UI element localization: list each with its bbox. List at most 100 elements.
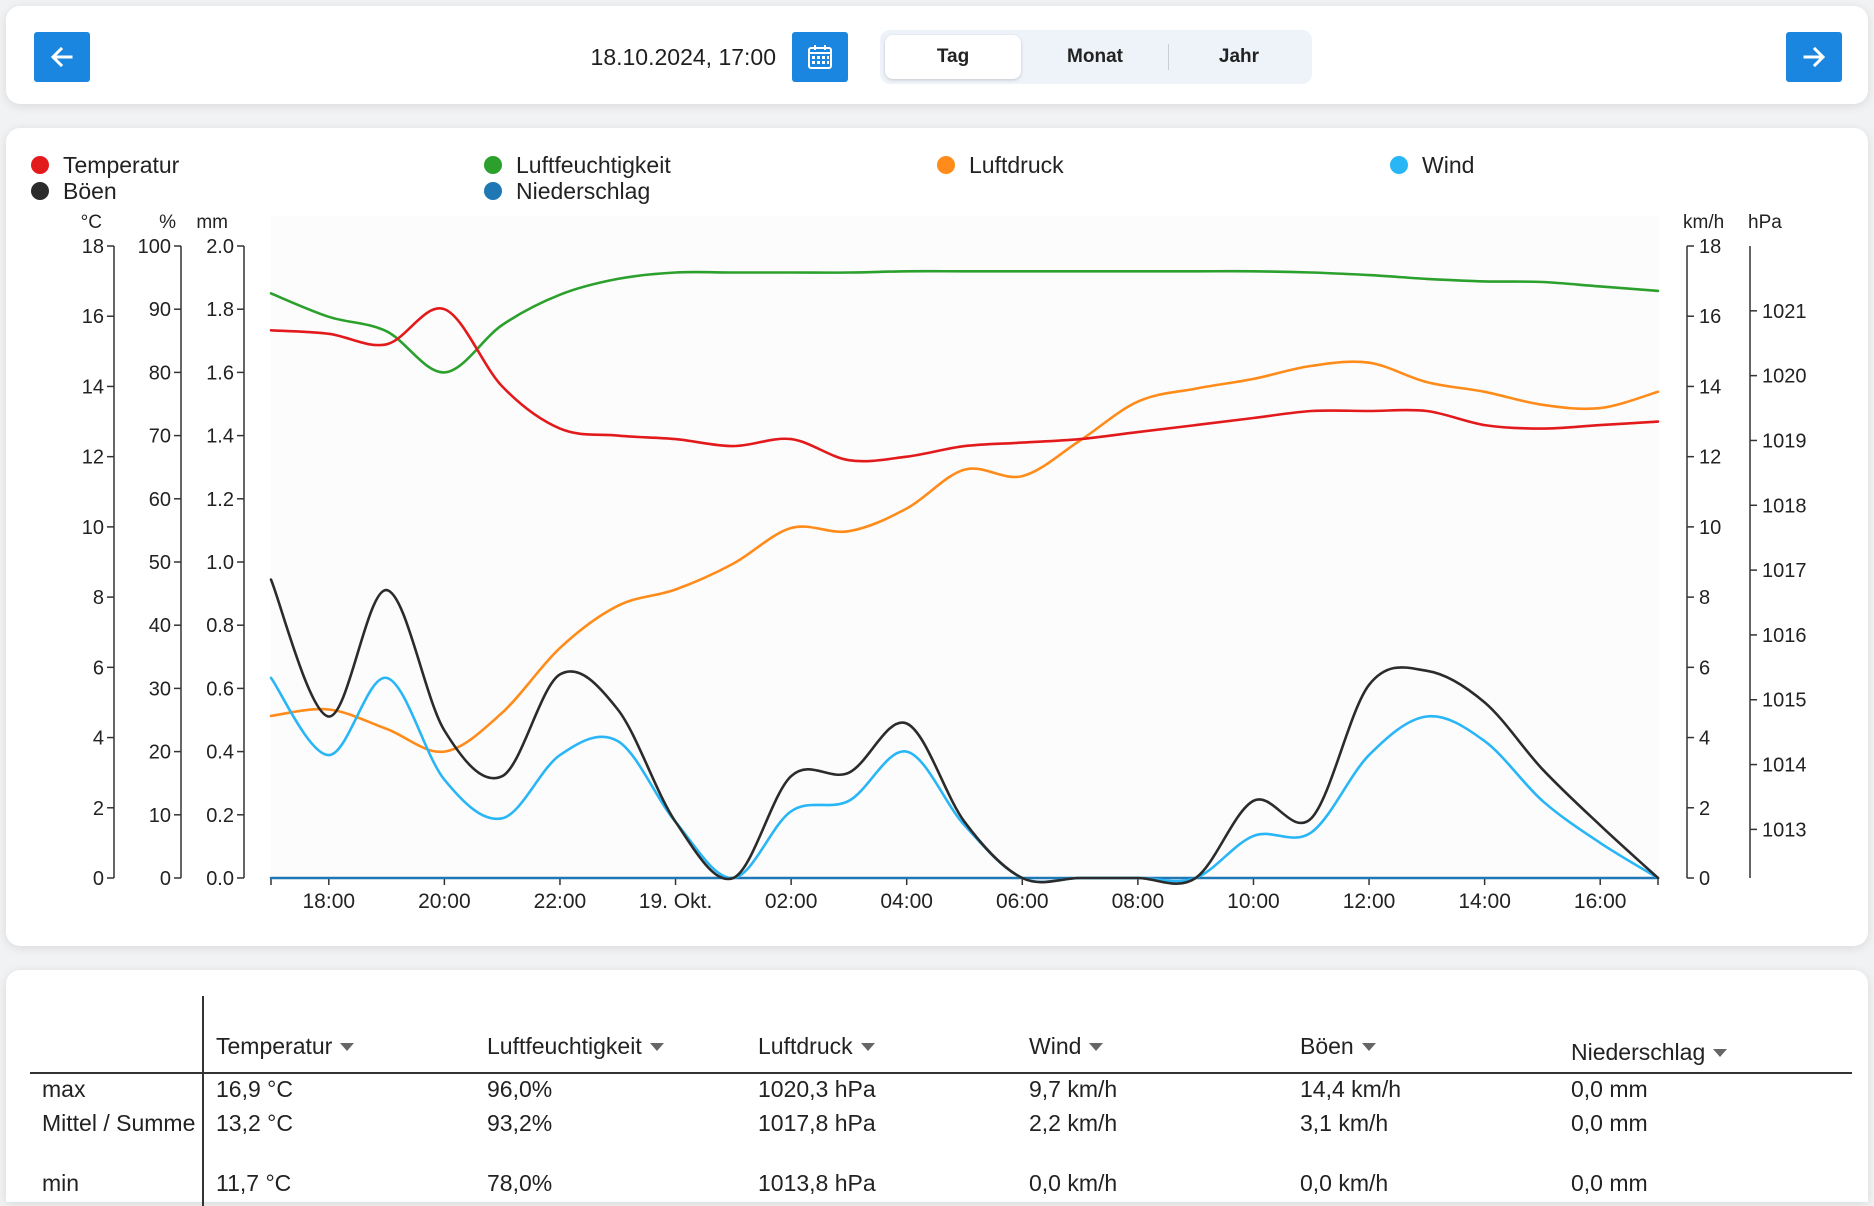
legend-marker (1390, 156, 1408, 174)
legend-label: Temperatur (63, 152, 180, 178)
y-tick-label: 6 (93, 657, 104, 679)
y-tick-label: 1017 (1762, 560, 1807, 582)
legend-item-luftfeuchtigkeit[interactable]: Luftfeuchtigkeit (484, 152, 671, 179)
table-row-min: min 11,7 °C 78,0% 1013,8 hPa 0,0 km/h 0,… (30, 1170, 1852, 1206)
table-cell: 0,0 mm (1571, 1110, 1648, 1136)
tab-monat[interactable]: Monat (1067, 46, 1123, 67)
row-label: Mittel / Summe (30, 1110, 204, 1170)
arrow-right-icon (1803, 46, 1826, 68)
y-tick-label: 18 (82, 236, 104, 258)
y-tick-label: 12 (1699, 447, 1721, 469)
x-tick-label: 10:00 (1227, 890, 1280, 913)
calendar-icon (808, 45, 832, 69)
calendar-button[interactable] (792, 32, 848, 82)
y-tick-label: 1018 (1762, 495, 1807, 517)
range-selector: Tag Monat Jahr (880, 30, 1312, 84)
legend-label: Niederschlag (516, 178, 651, 204)
y-tick-label: 60 (149, 489, 171, 511)
y-tick-label: 0.8 (206, 615, 234, 637)
table-cell: 1020,3 hPa (758, 1076, 876, 1102)
column-header-wind[interactable]: Wind (1017, 996, 1288, 1074)
legend-item-luftdruck[interactable]: Luftdruck (937, 152, 1064, 179)
table-row-max: max 16,9 °C 96,0% 1020,3 hPa 9,7 km/h 14… (30, 1073, 1852, 1110)
y-tick-label: 90 (149, 299, 171, 321)
x-tick-label: 14:00 (1458, 890, 1511, 913)
legend-item-wind[interactable]: Wind (1390, 152, 1474, 179)
x-tick-label: 16:00 (1574, 890, 1627, 913)
y-tick-label: 0 (160, 868, 171, 890)
selected-datetime: 18.10.2024, 17:00 (590, 44, 776, 70)
x-tick-label: 04:00 (880, 890, 933, 913)
axis-unit-pressure: hPa (1748, 212, 1782, 233)
table-cell: 14,4 km/h (1300, 1076, 1401, 1102)
y-tick-label: 1.2 (206, 489, 234, 511)
sort-arrow-icon (1361, 1043, 1376, 1051)
y-tick-label: 40 (149, 615, 171, 637)
table-row-mean: Mittel / Summe 13,2 °C 93,2% 1017,8 hPa … (30, 1110, 1852, 1170)
tab-jahr[interactable]: Jahr (1218, 46, 1260, 67)
y-tick-label: 0.2 (206, 805, 234, 827)
x-tick-label: 12:00 (1343, 890, 1396, 913)
y-tick-label: 0 (1699, 868, 1710, 890)
table-corner (30, 996, 204, 1074)
column-header-luftfeuchtigkeit[interactable]: Luftfeuchtigkeit (475, 996, 746, 1074)
legend-item-temperatur[interactable]: Temperatur (31, 152, 179, 179)
y-tick-label: 1.4 (206, 426, 234, 448)
y-tick-label: 2.0 (206, 236, 234, 258)
next-day-button[interactable] (1786, 32, 1842, 82)
axis-unit-wind: km/h (1683, 212, 1724, 233)
plot-area (271, 216, 1658, 878)
column-header-temperatur[interactable]: Temperatur (203, 996, 475, 1074)
y-tick-label: 16 (82, 306, 104, 328)
y-tick-label: 30 (149, 678, 171, 700)
x-tick-label: 18:00 (303, 890, 356, 913)
y-tick-label: 100 (138, 236, 171, 258)
y-tick-label: 1016 (1762, 625, 1807, 647)
y-tick-label: 14 (1699, 376, 1721, 398)
y-tick-label: 12 (82, 447, 104, 469)
y-tick-label: 1.0 (206, 552, 234, 574)
y-tick-label: 1015 (1762, 690, 1807, 712)
y-tick-label: 0.4 (206, 742, 234, 764)
y-tick-label: 2 (1699, 798, 1710, 820)
series-line-wind (269, 676, 1660, 884)
table-cell: 93,2% (487, 1110, 553, 1136)
y-tick-label: 0.0 (206, 868, 234, 890)
stats-table: Temperatur Luftfeuchtigkeit Luftdruck Wi… (30, 996, 1852, 1206)
y-tick-label: 10 (1699, 517, 1721, 539)
y-tick-label: 1014 (1762, 755, 1807, 777)
table-cell: 1017,8 hPa (758, 1110, 876, 1136)
column-header-niederschlag[interactable]: Niederschlag (1559, 996, 1852, 1074)
table-cell: 13,2 °C (216, 1110, 293, 1136)
legend-label: Wind (1422, 152, 1475, 178)
segment-divider (1168, 44, 1169, 70)
column-header-boeen[interactable]: Böen (1288, 996, 1559, 1074)
x-tick-label: 19. Okt. (639, 890, 713, 913)
series-line-temperatur (269, 307, 1660, 463)
y-tick-label: 18 (1699, 236, 1721, 258)
series-line-boeen (269, 578, 1660, 886)
y-tick-label: 0.6 (206, 678, 234, 700)
legend-item-niederschlag[interactable]: Niederschlag (484, 178, 650, 205)
arrow-left-icon (50, 46, 73, 68)
y-tick-label: 8 (93, 587, 104, 609)
y-tick-label: 1021 (1762, 301, 1807, 323)
legend-label: Luftdruck (969, 152, 1064, 178)
previous-day-button[interactable] (34, 32, 90, 82)
legend-marker (31, 156, 49, 174)
column-header-luftdruck[interactable]: Luftdruck (746, 996, 1017, 1074)
sort-arrow-icon (649, 1043, 664, 1051)
y-tick-label: 70 (149, 426, 171, 448)
legend-item-boeen[interactable]: Böen (31, 178, 117, 205)
table-cell: 1013,8 hPa (758, 1170, 876, 1196)
chart-panel: Temperatur Böen Luftfeuchtigkeit Nieders… (6, 128, 1868, 946)
y-tick-label: 4 (93, 728, 104, 750)
sort-arrow-icon (860, 1043, 875, 1051)
legend-marker (484, 156, 502, 174)
table-cell: 11,7 °C (216, 1170, 292, 1196)
tab-tag[interactable]: Tag (885, 35, 1021, 79)
table-cell: 2,2 km/h (1029, 1110, 1118, 1136)
legend-label: Böen (63, 178, 117, 204)
axis-unit-humidity: % (159, 212, 176, 233)
y-tick-label: 4 (1699, 728, 1710, 750)
